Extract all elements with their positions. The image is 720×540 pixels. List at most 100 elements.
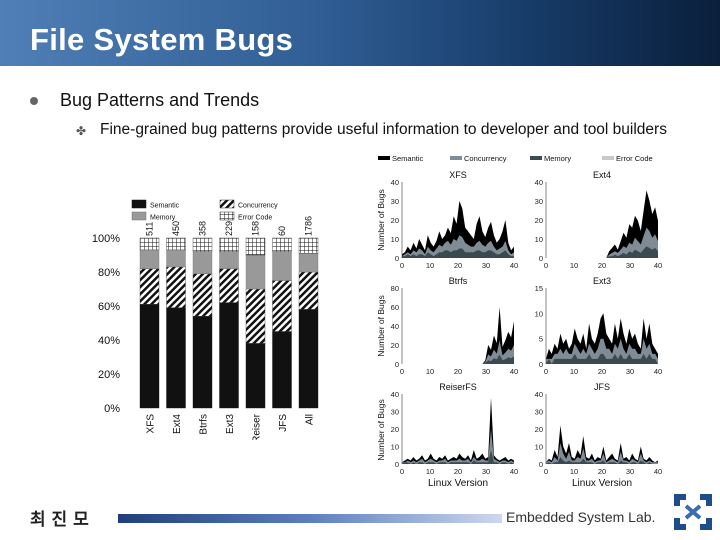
bullet-level2: ✤ Fine-grained bug patterns provide usef… xyxy=(76,120,696,139)
bullet-level1-text: Bug Patterns and Trends xyxy=(60,90,260,110)
area-memory xyxy=(402,354,514,364)
area-y-tick-label: 20 xyxy=(391,341,399,350)
area-legend-label: Semantic xyxy=(392,154,424,163)
area-y-tick-label: 40 xyxy=(391,390,399,399)
lab-logo-icon xyxy=(674,494,712,530)
bar-segment xyxy=(166,237,186,251)
area-y-tick-label: 30 xyxy=(391,197,399,206)
area-y-tick-label: 20 xyxy=(535,425,543,434)
area-y-tick-label: 30 xyxy=(535,197,543,206)
bar-segment xyxy=(245,288,266,344)
area-x-tick-label: 30 xyxy=(626,261,634,270)
bar-segment xyxy=(192,237,213,252)
area-x-tick-label: 30 xyxy=(626,467,634,476)
bar-category-label: Ext4 xyxy=(172,414,183,434)
area-x-tick-label: 10 xyxy=(426,367,434,376)
area-panel-title: Btrfs xyxy=(449,276,468,286)
bar-category-label: Btrfs xyxy=(199,414,210,435)
area-legend-swatch xyxy=(450,156,462,160)
bar-count-label: 229 xyxy=(224,221,234,236)
bullet-diamond-icon: ✤ xyxy=(76,124,87,138)
area-x-tick-label: 20 xyxy=(598,467,606,476)
bar-segment xyxy=(192,251,213,274)
area-x-tick-label: 20 xyxy=(454,367,462,376)
bar-segment xyxy=(245,237,266,256)
area-x-tick-label: 10 xyxy=(570,367,578,376)
bar-legend-swatch xyxy=(219,211,235,221)
area-x-tick-label: 30 xyxy=(482,367,490,376)
area-panel-title: XFS xyxy=(449,170,467,180)
area-concurrency xyxy=(546,443,658,464)
area-x-tick-label: 40 xyxy=(510,261,518,270)
area-y-tick-label: 20 xyxy=(535,216,543,225)
bug-pattern-bar-chart: Semantic Concurrency Memory Error Code 0% 20%… xyxy=(92,199,319,440)
area-y-tick-label: 80 xyxy=(391,284,399,293)
area-legend-swatch xyxy=(378,156,390,160)
area-y-axis-label: Number of Bugs xyxy=(376,189,386,250)
area-y-tick-label: 10 xyxy=(391,235,399,244)
bar-y-tick-label: 0% xyxy=(104,403,120,415)
bar-count-label: 158 xyxy=(251,221,261,236)
area-x-tick-label: 0 xyxy=(400,367,404,376)
bar-segment xyxy=(166,266,186,308)
area-concurrency xyxy=(402,429,514,464)
area-legend-label: Concurrency xyxy=(464,154,507,163)
bar-legend-swatch xyxy=(219,199,235,209)
area-y-tick-label: 10 xyxy=(535,235,543,244)
area-panel-title: ReiserFS xyxy=(439,382,477,392)
bar-count-label: 511 xyxy=(145,222,155,236)
bar-segment xyxy=(219,251,239,269)
area-x-tick-label: 0 xyxy=(400,467,404,476)
slide-title: File System Bugs xyxy=(30,22,294,57)
area-memory xyxy=(402,450,514,464)
footer-lab-name: Embedded System Lab. xyxy=(506,509,656,525)
area-x-tick-label: 10 xyxy=(570,467,578,476)
bar-count-label: 60 xyxy=(277,226,287,236)
bar-segment xyxy=(298,309,319,409)
bar-segment xyxy=(219,268,239,303)
area-memory xyxy=(546,246,658,258)
area-legend-label: Memory xyxy=(544,154,571,163)
bar-y-tick-label: 100% xyxy=(92,233,120,245)
bar-segment xyxy=(298,253,319,273)
area-x-tick-label: 20 xyxy=(454,467,462,476)
bar-count-label: 450 xyxy=(171,221,181,236)
area-y-tick-label: 40 xyxy=(391,178,399,187)
area-y-tick-label: 0 xyxy=(539,460,543,469)
area-x-tick-label: 20 xyxy=(598,367,606,376)
area-x-tick-label: 0 xyxy=(544,467,548,476)
area-legend-swatch xyxy=(530,156,542,160)
bar-segment xyxy=(192,273,213,317)
footer-gradient-bar xyxy=(118,514,502,523)
bar-legend-label: Memory xyxy=(150,215,176,222)
bar-y-tick-label: 20% xyxy=(98,369,120,381)
area-y-tick-label: 10 xyxy=(391,443,399,452)
area-y-axis-label: Number of Bugs xyxy=(376,399,386,460)
area-memory xyxy=(546,457,658,464)
bar-segment xyxy=(272,331,292,409)
bar-legend-label: Error Code xyxy=(238,215,272,222)
area-panel-title: JFS xyxy=(594,382,610,392)
area-legend-label: Error Code xyxy=(616,154,653,163)
bar-segment xyxy=(272,280,292,332)
area-y-tick-label: 20 xyxy=(391,425,399,434)
area-y-tick-label: 10 xyxy=(535,443,543,452)
area-y-tick-label: 20 xyxy=(391,216,399,225)
area-y-tick-label: 0 xyxy=(395,254,399,263)
area-semantic xyxy=(546,190,658,258)
bar-segment xyxy=(298,271,319,310)
bar-legend-swatch xyxy=(131,211,147,221)
area-panel-title: Ext4 xyxy=(593,170,611,180)
bar-segment xyxy=(166,307,186,409)
area-panel-title: Ext3 xyxy=(593,276,611,286)
area-x-tick-label: 40 xyxy=(654,261,662,270)
area-x-tick-label: 30 xyxy=(482,261,490,270)
area-x-axis-label: Linux Version xyxy=(428,478,488,489)
area-y-axis-label: Number of Bugs xyxy=(376,295,386,356)
bar-category-label: Ext3 xyxy=(225,414,236,434)
area-y-tick-label: 10 xyxy=(535,309,543,318)
area-x-tick-label: 0 xyxy=(400,261,404,270)
bar-y-tick-label: 80% xyxy=(98,267,120,279)
area-x-tick-label: 40 xyxy=(510,367,518,376)
area-y-tick-label: 40 xyxy=(535,390,543,399)
